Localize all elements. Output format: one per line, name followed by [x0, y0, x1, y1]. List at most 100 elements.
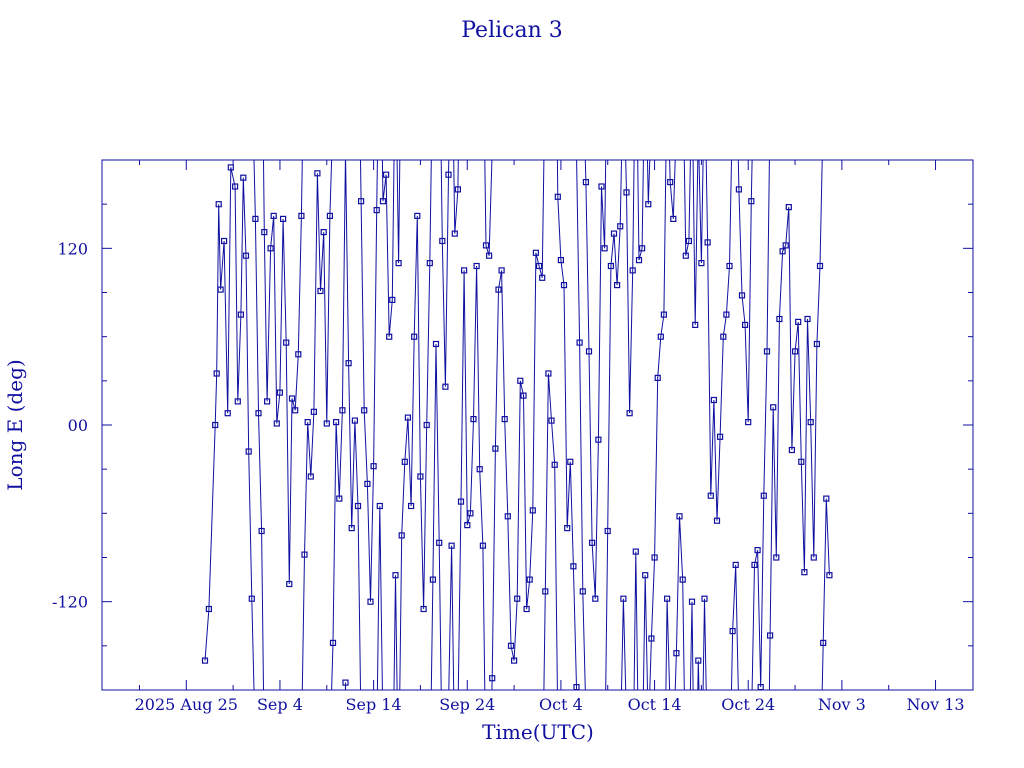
data-point — [489, 675, 496, 682]
data-point — [408, 502, 415, 510]
data-point — [595, 436, 602, 443]
data-point — [304, 419, 311, 426]
data-point — [451, 230, 458, 237]
data-point — [695, 657, 702, 664]
data-point — [585, 348, 593, 355]
data-point — [770, 404, 777, 411]
data-point — [542, 588, 549, 595]
data-point — [735, 186, 743, 193]
data-point — [201, 657, 209, 664]
data-point — [698, 260, 705, 267]
x-tick-label: 2025 Aug 25 — [135, 695, 238, 714]
data-point — [623, 189, 630, 196]
data-point — [276, 389, 283, 396]
data-point — [326, 212, 333, 219]
data-point — [301, 551, 308, 558]
data-point — [283, 339, 290, 346]
data-point — [423, 421, 430, 429]
data-point — [464, 521, 471, 529]
data-point — [570, 563, 577, 570]
data-point — [511, 657, 518, 664]
data-point — [732, 561, 739, 569]
data-point — [517, 377, 524, 384]
data-point — [554, 193, 561, 200]
data-point — [798, 458, 805, 465]
data-point — [782, 242, 789, 249]
data-point — [582, 179, 590, 186]
data-point — [367, 598, 374, 605]
data-point — [776, 315, 783, 323]
data-point — [607, 262, 615, 270]
data-point — [810, 554, 817, 561]
data-point — [763, 348, 771, 355]
y-tick-label: -120 — [52, 593, 88, 612]
data-point — [376, 502, 383, 510]
x-tick-label: Sep 4 — [257, 695, 303, 714]
data-point — [713, 517, 721, 524]
data-point — [234, 398, 241, 405]
data-point — [215, 201, 222, 208]
data-point — [448, 542, 455, 549]
data-point — [339, 407, 346, 414]
data-point — [436, 539, 443, 546]
data-point — [514, 595, 521, 602]
data-point — [529, 507, 536, 514]
x-tick-label: Oct 14 — [628, 695, 682, 714]
data-point — [657, 333, 664, 340]
data-point — [741, 321, 749, 328]
data-point — [598, 183, 605, 190]
data-point — [389, 296, 396, 303]
data-point — [720, 333, 727, 340]
data-point — [240, 174, 247, 181]
data-point — [760, 492, 767, 499]
data-point — [392, 572, 399, 579]
data-point — [663, 595, 671, 602]
data-point — [213, 370, 220, 377]
data-point — [482, 242, 490, 249]
data-point — [692, 321, 699, 328]
data-point — [439, 237, 446, 245]
data-point — [411, 333, 418, 340]
data-point — [507, 642, 515, 649]
data-point — [221, 237, 228, 245]
data-point — [676, 513, 683, 520]
data-point — [342, 679, 349, 686]
x-tick-label: Oct 4 — [539, 695, 583, 714]
data-point — [245, 448, 252, 455]
data-point — [626, 410, 633, 417]
data-point — [532, 249, 540, 256]
data-point — [654, 374, 661, 381]
data-point — [252, 215, 259, 222]
data-point — [370, 463, 377, 470]
data-point — [791, 348, 799, 355]
plot-frame — [101, 159, 974, 691]
data-point — [548, 417, 555, 424]
x-tick-label: Nov 13 — [906, 695, 964, 714]
data-point — [379, 198, 387, 205]
data-point — [404, 414, 411, 421]
data-point — [501, 416, 508, 423]
data-point — [766, 632, 774, 639]
data-point — [557, 257, 565, 264]
series-line — [204, 160, 830, 690]
data-point — [237, 311, 244, 318]
data-point — [604, 527, 611, 535]
data-point — [351, 417, 358, 424]
data-point — [545, 370, 552, 377]
data-point — [779, 248, 786, 255]
x-axis-label: Time(UTC) — [482, 720, 594, 744]
data-point — [395, 260, 402, 267]
axis-tick-labels: 2025 Aug 25 Sep 4 Sep 14 Sep 24 Oct 4 Oct 14 O… — [52, 239, 965, 714]
data-point — [401, 458, 408, 465]
data-point — [288, 395, 296, 402]
data-point — [635, 257, 643, 264]
data-point — [804, 315, 811, 323]
data-point — [329, 639, 337, 647]
data-point — [682, 252, 689, 259]
data-point — [564, 524, 571, 532]
data-point — [807, 419, 814, 426]
data-point — [670, 215, 677, 222]
data-point — [648, 635, 655, 642]
data-point — [420, 605, 427, 613]
